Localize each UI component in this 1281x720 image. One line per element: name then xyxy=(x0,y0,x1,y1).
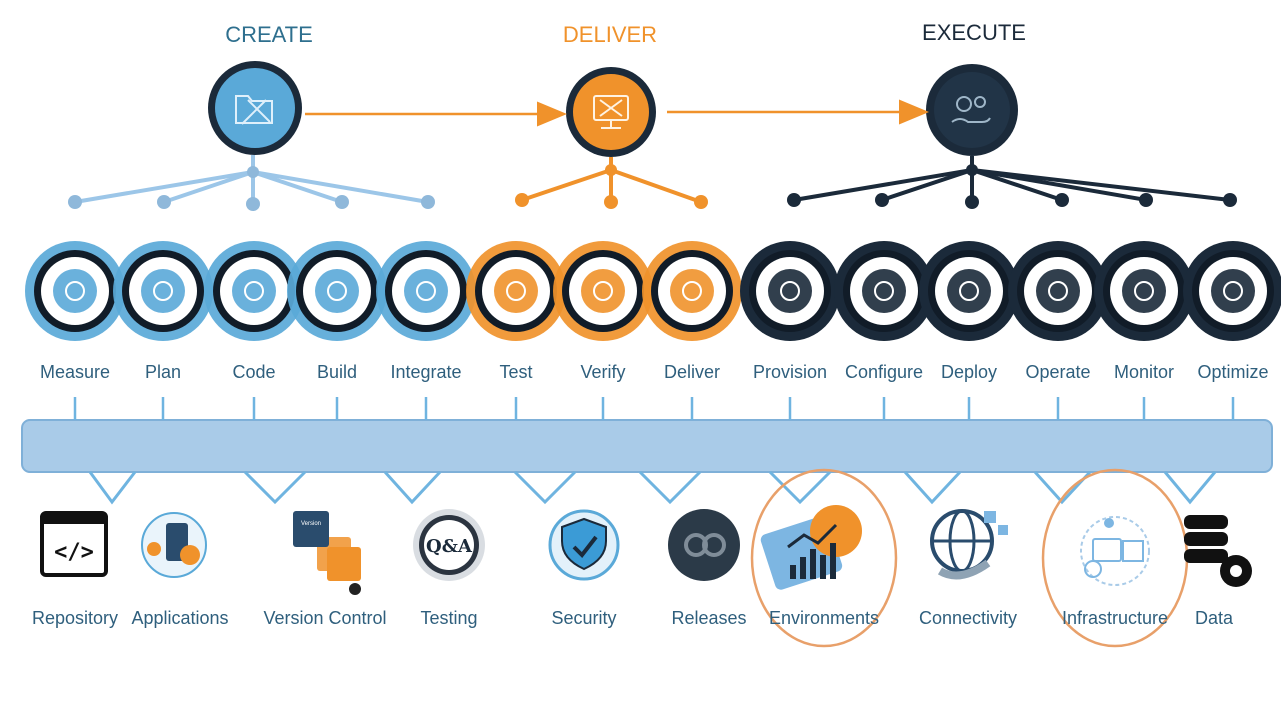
phase-node-deliver xyxy=(566,67,656,157)
step-label: Configure xyxy=(845,362,923,382)
version-tag-text: Version xyxy=(301,521,321,527)
test-check-icon xyxy=(494,269,538,313)
phase-label-create: CREATE xyxy=(225,22,313,47)
integration-bus xyxy=(21,419,1273,473)
resource-label: Connectivity xyxy=(919,608,1017,628)
fanout-execute xyxy=(787,156,1237,209)
step-label: Provision xyxy=(753,362,827,382)
step-label: Optimize xyxy=(1197,362,1268,382)
resource-repository: </> Repository xyxy=(32,511,118,628)
resource-label: Security xyxy=(551,608,616,628)
resource-security: Security xyxy=(548,509,620,628)
step-label: Verify xyxy=(580,362,625,382)
resource-label: Testing xyxy=(420,608,477,628)
resource-infrastructure: Infrastructure xyxy=(1041,468,1189,648)
step-deploy: Deploy xyxy=(919,241,1019,382)
step-optimize: Optimize xyxy=(1183,241,1281,382)
applications-gear-icon xyxy=(141,512,207,578)
step-label: Deploy xyxy=(941,362,997,382)
resource-label: Data xyxy=(1195,608,1234,628)
deliver-box-icon xyxy=(670,269,714,313)
resource-version-control: Version Version Control xyxy=(263,511,387,628)
resource-applications: Applications xyxy=(131,512,229,628)
step-operate: Operate xyxy=(1008,241,1108,382)
deploy-server-icon xyxy=(947,269,991,313)
step-verify: Verify xyxy=(553,241,653,382)
integrate-puzzle-icon xyxy=(404,269,448,313)
qa-text: Q&A xyxy=(426,536,473,557)
optimize-dashboard-icon xyxy=(1211,269,1255,313)
phase-node-execute xyxy=(926,64,1018,156)
resource-connectors xyxy=(88,470,1217,505)
resource-label: Applications xyxy=(131,608,228,628)
operate-toggle-icon xyxy=(1036,269,1080,313)
step-label: Measure xyxy=(40,362,110,382)
code-brackets-icon: </> xyxy=(40,511,108,577)
document-plan-icon xyxy=(141,269,185,313)
measure-chart-icon xyxy=(53,269,97,313)
step-bus-ticks xyxy=(73,397,1235,420)
step-monitor: Monitor xyxy=(1094,241,1194,382)
step-label: Deliver xyxy=(664,362,720,382)
releases-gears-icon xyxy=(668,509,740,581)
chart-growth-icon xyxy=(760,505,862,590)
step-code: Code xyxy=(204,241,304,382)
phase-node-create xyxy=(208,61,302,155)
step-label: Code xyxy=(232,362,275,382)
step-label: Operate xyxy=(1025,362,1090,382)
resource-environments: Environments xyxy=(750,468,898,648)
resources-row: </> Repository Applications Version Version … xyxy=(32,468,1252,648)
resource-label: Repository xyxy=(32,608,118,628)
resource-label: Releases xyxy=(671,608,746,628)
step-label: Monitor xyxy=(1114,362,1174,382)
phase-label-execute: EXECUTE xyxy=(922,20,1026,45)
monitor-magnifier-icon xyxy=(1122,269,1166,313)
resource-releases: Releases xyxy=(668,509,747,628)
gears-hand-icon xyxy=(951,96,991,123)
build-bug-icon xyxy=(315,269,359,313)
verify-checkbox-icon xyxy=(581,269,625,313)
highlight-ring xyxy=(750,468,898,648)
step-label: Integrate xyxy=(390,362,461,382)
step-test: Test xyxy=(466,241,566,382)
version-stack-icon: Version xyxy=(293,511,361,595)
resource-label: Infrastructure xyxy=(1062,608,1168,628)
resource-label: Version Control xyxy=(263,608,386,628)
database-gear-icon xyxy=(1184,515,1252,587)
phase-label-deliver: DELIVER xyxy=(563,22,657,47)
resource-connectivity: Connectivity xyxy=(919,509,1017,628)
step-label: Build xyxy=(317,362,357,382)
code-window-icon xyxy=(232,269,276,313)
globe-network-icon xyxy=(930,509,1008,580)
step-integrate: Integrate xyxy=(376,241,476,382)
qa-badge-icon: Q&A xyxy=(413,509,485,581)
step-build: Build xyxy=(287,241,387,382)
shield-check-icon xyxy=(548,509,620,581)
step-measure: Measure xyxy=(25,241,125,382)
steps-row: Measure Plan Code Build Integrate Test Verify D… xyxy=(25,241,1281,382)
folder-tools-icon xyxy=(235,95,273,125)
step-label: Plan xyxy=(145,362,181,382)
step-configure: Configure xyxy=(834,241,934,382)
resource-data: Data xyxy=(1184,515,1252,628)
fanout-deliver xyxy=(515,157,708,209)
resource-label: Environments xyxy=(769,608,879,628)
fanout-create xyxy=(68,155,435,211)
infrastructure-network-icon xyxy=(1080,516,1150,586)
step-plan: Plan xyxy=(113,241,213,382)
configure-gears-icon xyxy=(862,269,906,313)
monitor-tools-icon xyxy=(593,95,629,129)
code-tag-text: </> xyxy=(54,540,94,565)
step-provision: Provision xyxy=(740,241,840,382)
provision-gear-icon xyxy=(768,269,812,313)
step-deliver: Deliver xyxy=(642,241,742,382)
step-label: Test xyxy=(499,362,532,382)
resource-testing: Q&A Testing xyxy=(413,509,485,628)
